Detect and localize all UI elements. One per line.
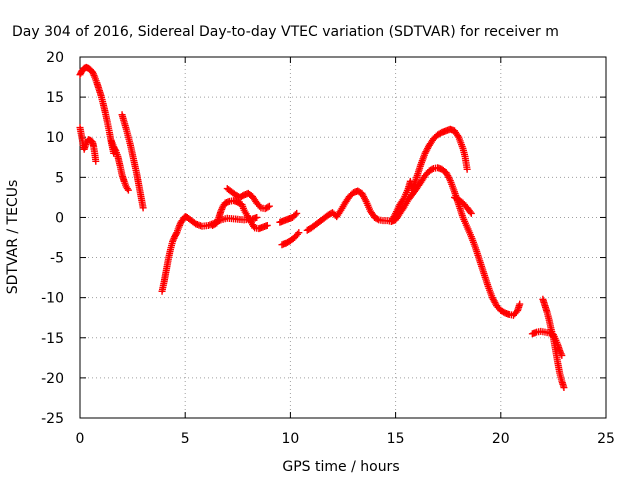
data-point xyxy=(516,300,524,308)
series-arc-08 xyxy=(278,229,303,249)
gridlines xyxy=(80,57,606,418)
series-arc-07 xyxy=(223,185,273,213)
series-arc-05 xyxy=(158,213,261,295)
series-arc-04 xyxy=(118,111,147,212)
data-point xyxy=(123,185,131,193)
data-point xyxy=(293,230,301,238)
y-tick-label: 20 xyxy=(46,50,64,66)
x-axis-label: GPS time / hours xyxy=(282,459,399,475)
y-tick-label: -15 xyxy=(41,331,64,347)
data-point xyxy=(467,209,475,217)
data-point xyxy=(466,208,474,216)
series-arc-13 xyxy=(528,327,566,359)
data-point xyxy=(218,205,226,213)
x-tick-label: 25 xyxy=(597,431,615,447)
series-arc-10 xyxy=(303,164,524,319)
data-point xyxy=(89,68,97,76)
data-point xyxy=(92,157,100,165)
data-point xyxy=(556,347,564,355)
data-point xyxy=(373,215,381,223)
data-point xyxy=(263,221,271,229)
series-arc-03 xyxy=(108,137,132,194)
series-arc-02 xyxy=(76,124,100,165)
series-arc-09 xyxy=(276,209,301,226)
x-tick-label: 0 xyxy=(76,431,85,447)
data-point xyxy=(293,209,301,217)
data-point xyxy=(560,384,568,392)
data-point xyxy=(291,211,299,219)
data-point xyxy=(124,186,132,194)
data-point xyxy=(256,202,264,210)
data-point xyxy=(139,204,147,212)
data-point xyxy=(89,70,97,78)
y-tick-label: -10 xyxy=(41,291,64,307)
y-tick-label: -25 xyxy=(41,411,64,427)
series-arc-11 xyxy=(387,125,471,225)
data-point xyxy=(253,213,261,221)
data-point xyxy=(428,165,436,173)
data-point xyxy=(217,207,225,215)
data-point xyxy=(361,196,369,204)
axis-ticks: 0 5 10 15 20 25 20 15 10 5 0 -5 -10 -15 -20 -25 xyxy=(41,50,615,447)
data-point xyxy=(295,229,303,237)
data-point xyxy=(445,175,453,183)
data-point xyxy=(264,203,272,211)
data-point xyxy=(90,71,98,79)
plot-frame xyxy=(79,56,607,419)
data-point xyxy=(169,236,177,244)
data-point xyxy=(169,238,177,246)
y-tick-label: 5 xyxy=(55,170,64,186)
x-tick-label: 15 xyxy=(387,431,405,447)
data-point xyxy=(399,196,407,204)
y-tick-label: -20 xyxy=(41,371,64,387)
data-point xyxy=(111,146,119,154)
y-tick-label: 0 xyxy=(55,210,64,226)
series-arc-06 xyxy=(209,197,271,233)
x-tick-label: 10 xyxy=(281,431,299,447)
data-point xyxy=(265,202,273,210)
y-tick-label: 10 xyxy=(46,130,64,146)
y-tick-label: -5 xyxy=(50,251,64,267)
data-point xyxy=(176,221,184,229)
series-arc-14 xyxy=(539,295,568,392)
data-markers xyxy=(76,63,568,392)
chart-title: Day 304 of 2016, Sidereal Day-to-day VTE… xyxy=(12,24,559,40)
y-tick-label: 15 xyxy=(46,90,64,106)
x-tick-label: 5 xyxy=(181,431,190,447)
x-tick-label: 20 xyxy=(492,431,510,447)
series-arc-12 xyxy=(451,193,475,217)
y-axis-label: SDTVAR / TECUs xyxy=(5,180,21,295)
data-point xyxy=(463,165,471,173)
data-point xyxy=(172,230,180,238)
data-point xyxy=(175,223,183,231)
